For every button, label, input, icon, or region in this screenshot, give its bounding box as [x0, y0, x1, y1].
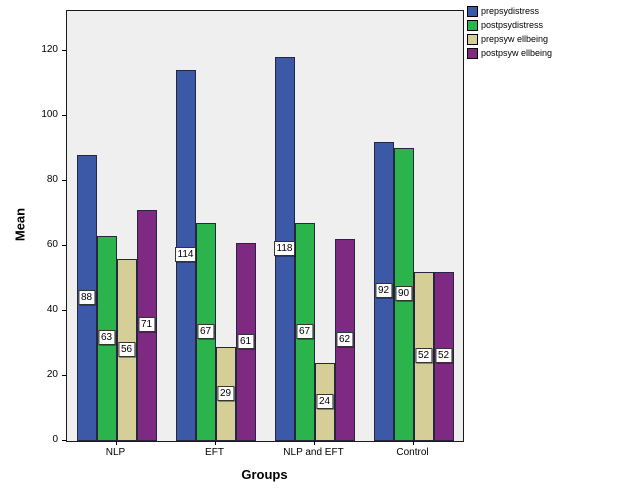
- legend-swatch: [467, 20, 478, 31]
- bar: 114: [174, 70, 197, 441]
- x-tick: [412, 441, 414, 445]
- bar: 67: [195, 223, 216, 441]
- x-category-label: EFT: [205, 447, 224, 458]
- bar: 67: [294, 223, 315, 441]
- bar: 118: [273, 57, 296, 441]
- y-tick-label: 120: [41, 44, 58, 55]
- bar: 52: [413, 272, 434, 441]
- legend-label: prepsyw ellbeing: [481, 34, 549, 44]
- bar: 56: [116, 259, 137, 441]
- value-label: 29: [216, 386, 235, 401]
- bar-group: 114 67 29 61: [174, 11, 256, 441]
- y-tick: [62, 115, 66, 116]
- bar: 90: [393, 148, 414, 441]
- y-tick-label: 40: [46, 304, 58, 315]
- bar-group: 92 90 52 52: [373, 11, 454, 441]
- bar: 61: [235, 243, 256, 441]
- value-label: 67: [196, 324, 215, 339]
- y-tick-label: 100: [41, 109, 58, 120]
- value-label: 71: [137, 317, 156, 332]
- x-tick: [313, 441, 315, 445]
- bar-group: 88 63 56 71: [76, 11, 157, 441]
- legend-item: postpsyw ellbeing: [467, 47, 552, 60]
- x-axis-title: Groups: [241, 467, 288, 482]
- x-tick: [115, 441, 117, 445]
- bar: 88: [76, 155, 97, 441]
- value-label: 90: [394, 286, 413, 301]
- y-tick-label: 80: [46, 174, 58, 185]
- x-category-label: Control: [396, 447, 429, 458]
- y-tick: [62, 50, 66, 51]
- y-tick-label: 60: [46, 239, 58, 250]
- plot-area: 88 63 56 71 114 67 29 61 118 67 24 62 92 90 52 52: [66, 10, 464, 442]
- y-tick: [62, 440, 66, 441]
- bar: 92: [373, 142, 394, 441]
- value-label: 56: [117, 342, 136, 357]
- value-label: 118: [273, 241, 296, 256]
- x-category-label: NLP: [105, 447, 126, 458]
- y-tick-label: 0: [52, 434, 58, 445]
- value-label: 62: [335, 332, 354, 347]
- value-label: 52: [434, 348, 453, 363]
- x-tick: [214, 441, 216, 445]
- bar: 52: [433, 272, 454, 441]
- bar-group: 118 67 24 62: [273, 11, 355, 441]
- value-label: 92: [374, 283, 393, 298]
- legend-label: postpsydistress: [481, 20, 544, 30]
- legend-label: prepsydistress: [481, 6, 540, 16]
- bar: 62: [334, 239, 355, 441]
- legend-swatch: [467, 34, 478, 45]
- value-label: 61: [236, 334, 255, 349]
- y-tick: [62, 310, 66, 311]
- y-tick-label: 20: [46, 369, 58, 380]
- value-label: 63: [97, 330, 116, 345]
- value-label: 114: [174, 247, 197, 262]
- legend-swatch: [467, 48, 478, 59]
- legend-label: postpsyw ellbeing: [481, 48, 553, 58]
- bar: 29: [215, 347, 236, 441]
- legend-swatch: [467, 6, 478, 17]
- bar: 71: [136, 210, 157, 441]
- bar: 63: [96, 236, 117, 441]
- legend-item: prepsyw ellbeing: [467, 33, 552, 46]
- y-tick: [62, 245, 66, 246]
- value-label: 24: [315, 394, 334, 409]
- legend-item: postpsydistress: [467, 19, 552, 32]
- y-tick: [62, 180, 66, 181]
- value-label: 52: [414, 348, 433, 363]
- y-tick: [62, 375, 66, 376]
- legend-item: prepsydistress: [467, 5, 552, 18]
- value-label: 67: [295, 324, 314, 339]
- legend: prepsydistress postpsydistress prepsyw ell…: [467, 5, 552, 61]
- bar: 24: [314, 363, 335, 441]
- value-label: 88: [77, 290, 96, 305]
- x-category-label: NLP and EFT: [283, 447, 344, 458]
